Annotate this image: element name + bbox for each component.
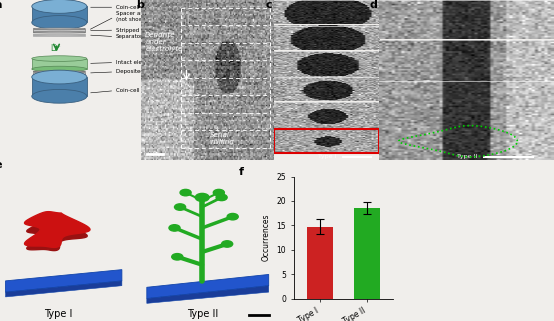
Ellipse shape [32, 90, 87, 103]
Text: d: d [369, 0, 377, 10]
Ellipse shape [32, 66, 87, 72]
Ellipse shape [32, 0, 87, 13]
Polygon shape [147, 274, 269, 299]
Text: f: f [239, 167, 244, 177]
Polygon shape [147, 286, 269, 303]
Ellipse shape [33, 71, 85, 72]
Text: Dendrite
under
electrolyte: Dendrite under electrolyte [145, 32, 183, 52]
Polygon shape [24, 212, 90, 247]
Text: Stripped Li electrode: Stripped Li electrode [116, 28, 173, 33]
Text: Type I: Type I [317, 154, 336, 159]
Ellipse shape [33, 74, 85, 75]
Ellipse shape [32, 56, 87, 61]
Text: a: a [0, 0, 2, 10]
FancyBboxPatch shape [32, 6, 87, 22]
Polygon shape [6, 270, 122, 292]
Polygon shape [27, 221, 87, 251]
Text: Intact electrolyte: Intact electrolyte [116, 60, 162, 65]
Circle shape [172, 254, 183, 260]
Bar [354, 208, 380, 299]
Text: Type I: Type I [44, 309, 73, 319]
Text: Type II: Type II [456, 154, 477, 159]
Text: Spacer and spring
(not shown): Spacer and spring (not shown) [116, 12, 166, 22]
Text: Coin-cell cap: Coin-cell cap [116, 5, 151, 10]
Ellipse shape [33, 35, 85, 36]
Text: Type II: Type II [187, 309, 218, 319]
Bar [33, 72, 85, 74]
Text: c: c [266, 0, 273, 10]
Bar [33, 34, 85, 36]
Circle shape [175, 204, 186, 210]
Ellipse shape [32, 16, 87, 29]
Circle shape [213, 189, 224, 196]
Circle shape [180, 189, 191, 196]
Ellipse shape [33, 28, 85, 30]
Y-axis label: Occurrences: Occurrences [262, 214, 271, 261]
Text: b: b [136, 0, 144, 10]
Circle shape [195, 193, 209, 202]
Bar [33, 29, 85, 32]
Text: Coin-cell cap: Coin-cell cap [116, 88, 151, 93]
FancyBboxPatch shape [32, 77, 87, 96]
Text: Li⁺: Li⁺ [50, 44, 61, 54]
Circle shape [227, 213, 238, 220]
Text: Separator: Separator [116, 34, 143, 39]
Bar [32, 58, 87, 69]
Ellipse shape [33, 31, 85, 33]
Text: Serial
milling: Serial milling [211, 132, 234, 144]
Ellipse shape [32, 70, 87, 84]
Bar [307, 227, 333, 299]
Bar [274, 128, 379, 153]
Circle shape [216, 194, 227, 201]
Circle shape [169, 225, 180, 231]
Circle shape [222, 241, 233, 247]
Ellipse shape [33, 34, 85, 35]
Polygon shape [6, 281, 122, 297]
Text: e: e [0, 160, 2, 170]
Text: Deposited Li electrode: Deposited Li electrode [116, 69, 177, 74]
